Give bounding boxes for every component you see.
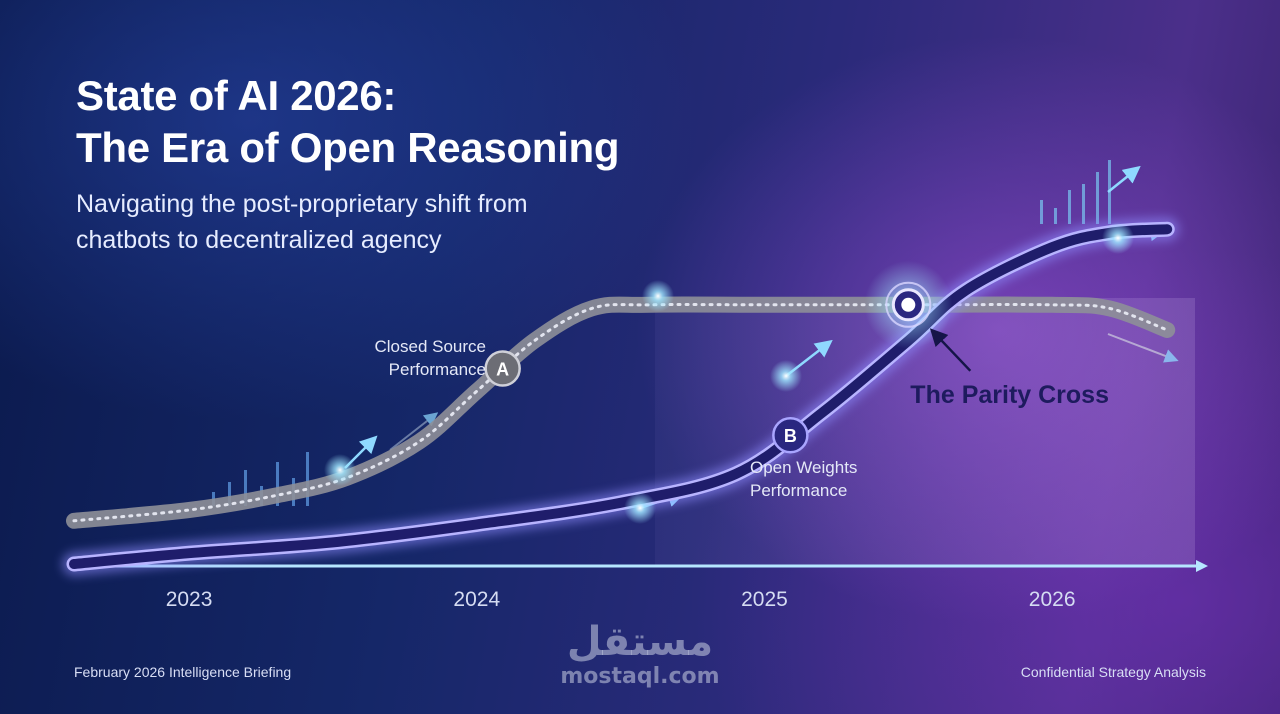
parity-ring: [885, 281, 932, 328]
x-axis: [74, 560, 1208, 572]
open-weights-label-line1: Open Weights: [750, 458, 857, 477]
marker-b-label: B: [784, 426, 797, 446]
watermark-latin: mostaql.com: [560, 664, 720, 689]
spark-4: [1102, 222, 1134, 254]
x-tick-2024: 2024: [453, 588, 500, 611]
subtitle-line-1: Navigating the post-proprietary shift fr…: [76, 190, 528, 218]
decorative-bars: [212, 160, 1111, 506]
spark-3: [770, 360, 802, 392]
series-markers: AB: [484, 350, 809, 454]
marker-b: [772, 416, 809, 454]
x-tick-2025: 2025: [741, 588, 788, 611]
spark-1: [642, 280, 674, 312]
footer-classification: Confidential Strategy Analysis: [1020, 664, 1206, 680]
x-tick-2023: 2023: [166, 588, 213, 611]
page-subtitle: Navigating the post-proprietary shift fr…: [76, 186, 696, 258]
parity-core: [901, 297, 916, 312]
open-weights-label: Open Weights Performance: [750, 458, 857, 500]
series-group: [62, 217, 1180, 576]
x-tick-2026: 2026: [1029, 588, 1076, 611]
spark-2: [624, 492, 656, 524]
spark-0: [324, 454, 356, 486]
marker-a-label: A: [496, 360, 509, 380]
x-axis-arrow: [1196, 560, 1208, 572]
x-tick-labels: 2023 2024 2025 2026: [166, 588, 1076, 611]
subtitle-line-2: chatbots to decentralized agency: [76, 226, 442, 254]
open-weights-label-line2: Performance: [750, 481, 847, 500]
closed-source-label-line2: Performance: [389, 360, 486, 379]
closed-source-label-line1: Closed Source: [374, 337, 486, 356]
title-line-1: State of AI 2026:: [76, 72, 397, 119]
series-labels: Closed Source Performance Open Weights Perf…: [374, 337, 857, 500]
title-line-2: The Era of Open Reasoning: [76, 124, 620, 171]
closed-source-line: [66, 296, 1176, 529]
marker-a: [484, 350, 521, 387]
watermark-logo: مستقل mostaql.com: [540, 620, 740, 690]
parity-annotation: The Parity Cross: [864, 260, 1109, 409]
open-weights-line: [69, 224, 1173, 569]
closed-source-dots: [72, 303, 1169, 523]
parity-cross-label: The Parity Cross: [910, 381, 1109, 409]
closed-source-label: Closed Source Performance: [374, 337, 486, 379]
page-title: State of AI 2026: The Era of Open Reason…: [76, 70, 620, 174]
watermark-arabic: مستقل: [566, 619, 714, 665]
parity-arrow: [929, 328, 972, 372]
footer-date: February 2026 Intelligence Briefing: [74, 664, 292, 680]
